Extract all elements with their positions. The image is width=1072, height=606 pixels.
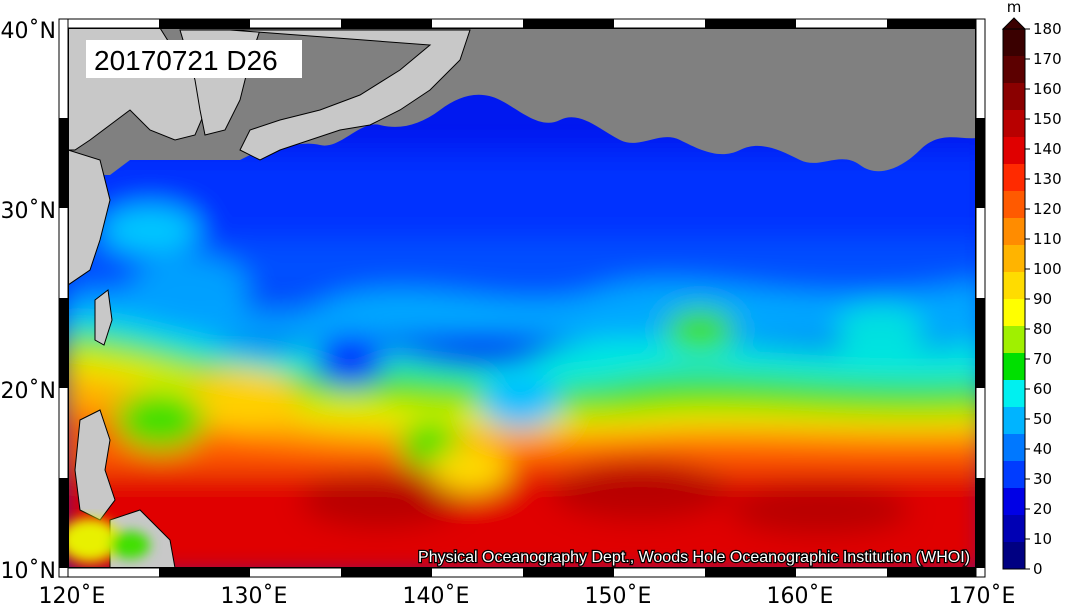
map-title-text: 20170721 D26 bbox=[94, 45, 278, 76]
colorbar-label: 0 bbox=[1033, 560, 1043, 578]
colorbar-label: 110 bbox=[1033, 230, 1062, 248]
colorbar-swatch bbox=[1003, 542, 1025, 570]
colorbar-label: 90 bbox=[1033, 290, 1052, 308]
colorbar-label: 160 bbox=[1033, 80, 1062, 98]
y-tick-20n: 20˚N bbox=[1, 379, 56, 404]
map-title: 20170721 D26 bbox=[86, 40, 302, 78]
colorbar-swatch bbox=[1003, 137, 1025, 165]
x-axis-labels: 120˚E 130˚E 140˚E 150˚E 160˚E 170˚E bbox=[39, 584, 1016, 606]
colorbar-swatch bbox=[1003, 407, 1025, 435]
colorbar-label: 60 bbox=[1033, 380, 1052, 398]
colorbar-swatch bbox=[1003, 83, 1025, 111]
x-tick-120e: 120˚E bbox=[39, 584, 106, 606]
colorbar-swatch bbox=[1003, 353, 1025, 381]
colorbar-label: 40 bbox=[1033, 440, 1052, 458]
colorbar-label: 150 bbox=[1033, 110, 1062, 128]
colorbar-label: 70 bbox=[1033, 350, 1052, 368]
colorbar-unit: m bbox=[1007, 0, 1022, 16]
colorbar-swatch bbox=[1003, 461, 1025, 489]
graticule-border bbox=[58, 18, 986, 578]
colorbar-swatch bbox=[1003, 299, 1025, 327]
colorbar-swatch bbox=[1003, 326, 1025, 354]
y-tick-30n: 30˚N bbox=[1, 199, 56, 224]
colorbar-label: 100 bbox=[1033, 260, 1062, 278]
colorbar: m 18017016015014013012011010090807060504… bbox=[1001, 0, 1062, 578]
colorbar-swatch bbox=[1003, 110, 1025, 138]
colorbar-swatch bbox=[1003, 272, 1025, 300]
colorbar-label: 180 bbox=[1033, 20, 1062, 38]
colorbar-label: 10 bbox=[1033, 530, 1052, 548]
x-tick-140e: 140˚E bbox=[403, 584, 470, 606]
colorbar-swatch bbox=[1003, 488, 1025, 516]
colorbar-swatch bbox=[1003, 56, 1025, 84]
x-tick-150e: 150˚E bbox=[585, 584, 652, 606]
colorbar-swatch bbox=[1003, 218, 1025, 246]
colorbar-swatch bbox=[1003, 245, 1025, 273]
y-tick-10n: 10˚N bbox=[1, 559, 56, 584]
colorbar-label: 170 bbox=[1033, 50, 1062, 68]
colorbar-label: 140 bbox=[1033, 140, 1062, 158]
colorbar-swatch bbox=[1003, 434, 1025, 462]
colorbar-label: 50 bbox=[1033, 410, 1052, 428]
colorbar-swatch bbox=[1003, 164, 1025, 192]
x-tick-130e: 130˚E bbox=[221, 584, 288, 606]
colorbar-swatch bbox=[1003, 29, 1025, 57]
colorbar-swatch bbox=[1003, 380, 1025, 408]
depth-field bbox=[68, 28, 976, 568]
colorbar-overflow-arrow bbox=[1001, 17, 1027, 30]
y-axis-labels: 40˚N 30˚N 20˚N 10˚N bbox=[1, 19, 56, 584]
colorbar-label: 130 bbox=[1033, 170, 1062, 188]
colorbar-swatch bbox=[1003, 191, 1025, 219]
x-tick-170e: 170˚E bbox=[949, 584, 1016, 606]
colorbar-label: 80 bbox=[1033, 320, 1052, 338]
colorbar-label: 30 bbox=[1033, 470, 1052, 488]
colorbar-label: 20 bbox=[1033, 500, 1052, 518]
x-tick-160e: 160˚E bbox=[767, 584, 834, 606]
colorbar-label: 120 bbox=[1033, 200, 1062, 218]
colorbar-swatch bbox=[1003, 515, 1025, 543]
y-tick-40n: 40˚N bbox=[1, 19, 56, 44]
credit-text: Physical Oceanography Dept., Woods Hole … bbox=[418, 549, 970, 566]
